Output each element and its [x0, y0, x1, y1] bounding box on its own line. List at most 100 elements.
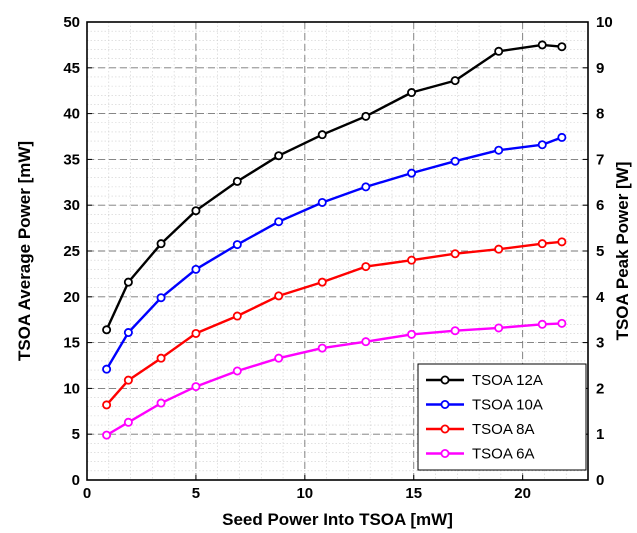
data-point: [156, 293, 166, 303]
y2-tick-label: 10: [596, 14, 613, 31]
y2-tick-label: 2: [596, 380, 604, 397]
data-point: [450, 249, 460, 259]
data-point: [450, 326, 460, 336]
series-0: [102, 40, 567, 335]
data-point: [537, 319, 547, 329]
y-tick-label: 10: [63, 380, 80, 397]
data-point: [407, 255, 417, 265]
series-1: [102, 132, 567, 374]
y2-tick-label: 9: [596, 60, 604, 77]
legend-entry: TSOA 6A: [426, 446, 535, 463]
data-point: [494, 145, 504, 155]
data-point: [537, 40, 547, 50]
series-3: [102, 318, 567, 440]
data-point: [123, 417, 133, 427]
data-point: [407, 329, 417, 339]
data-point: [102, 430, 112, 440]
legend-marker: [440, 375, 450, 385]
data-point: [317, 277, 327, 287]
y2-tick-label: 7: [596, 151, 604, 168]
data-point: [557, 42, 567, 52]
data-point: [494, 323, 504, 333]
data-point: [361, 111, 371, 121]
data-point: [191, 328, 201, 338]
legend-label: TSOA 6A: [472, 446, 535, 463]
y-tick-label: 35: [63, 151, 80, 168]
legend-entry: TSOA 12A: [426, 372, 543, 389]
y2-tick-label: 5: [596, 243, 604, 260]
legend-entry: TSOA 10A: [426, 397, 543, 414]
data-point: [537, 140, 547, 150]
y-tick-label: 5: [72, 426, 80, 443]
data-point: [450, 156, 460, 166]
data-point: [102, 400, 112, 410]
data-point: [191, 206, 201, 216]
y-tick-label: 30: [63, 197, 80, 214]
data-point: [557, 132, 567, 142]
data-point: [274, 291, 284, 301]
data-point: [361, 337, 371, 347]
data-point: [361, 182, 371, 192]
data-point: [274, 217, 284, 227]
data-point: [123, 277, 133, 287]
x-tick-label: 15: [405, 485, 422, 502]
data-point: [537, 239, 547, 249]
data-point: [274, 151, 284, 161]
y2-tick-label: 1: [596, 426, 604, 443]
data-point: [232, 366, 242, 376]
y2-tick-label: 3: [596, 335, 604, 352]
y-tick-label: 20: [63, 289, 80, 306]
y-tick-label: 40: [63, 106, 80, 123]
data-point: [557, 237, 567, 247]
x-tick-label: 5: [192, 485, 200, 502]
legend-label: TSOA 12A: [472, 372, 543, 389]
y-tick-label: 15: [63, 335, 80, 352]
data-point: [317, 130, 327, 140]
y2-tick-label: 8: [596, 106, 604, 123]
legend: TSOA 12A TSOA 10A TSOA 8A TSOA 6A: [417, 363, 587, 471]
legend-label: TSOA 8A: [472, 421, 535, 438]
data-point: [274, 353, 284, 363]
data-point: [191, 382, 201, 392]
legend-marker: [440, 399, 450, 409]
legend-marker: [440, 448, 450, 458]
y2-tick-label: 6: [596, 197, 604, 214]
data-point: [156, 239, 166, 249]
data-point: [361, 262, 371, 272]
y2-tick-label: 0: [596, 472, 604, 489]
data-point: [232, 240, 242, 250]
data-point: [232, 311, 242, 321]
data-point: [123, 375, 133, 385]
data-point: [156, 353, 166, 363]
legend-entry: TSOA 8A: [426, 421, 535, 438]
y-tick-label: 25: [63, 243, 80, 260]
y-tick-label: 50: [63, 14, 80, 31]
x-tick-label: 20: [514, 485, 531, 502]
data-point: [123, 328, 133, 338]
y-tick-label: 0: [72, 472, 80, 489]
data-point: [156, 398, 166, 408]
y-axis-label: TSOA Average Power [mW]: [15, 141, 34, 361]
data-point: [317, 343, 327, 353]
series-layer: [102, 40, 567, 440]
data-point: [494, 46, 504, 56]
legend-label: TSOA 10A: [472, 397, 543, 414]
series-2: [102, 237, 567, 410]
data-point: [494, 244, 504, 254]
y-tick-label: 45: [63, 60, 80, 77]
y2-tick-label: 4: [596, 289, 605, 306]
x-tick-label: 10: [296, 485, 313, 502]
data-point: [232, 176, 242, 186]
x-tick-label: 0: [83, 485, 91, 502]
data-point: [317, 197, 327, 207]
data-point: [102, 364, 112, 374]
x-axis-label: Seed Power Into TSOA [mW]: [222, 510, 453, 529]
data-point: [407, 88, 417, 98]
data-point: [102, 325, 112, 335]
data-point: [450, 76, 460, 86]
y2-axis-label: TSOA Peak Power [W]: [613, 162, 632, 341]
legend-marker: [440, 424, 450, 434]
data-point: [557, 318, 567, 328]
